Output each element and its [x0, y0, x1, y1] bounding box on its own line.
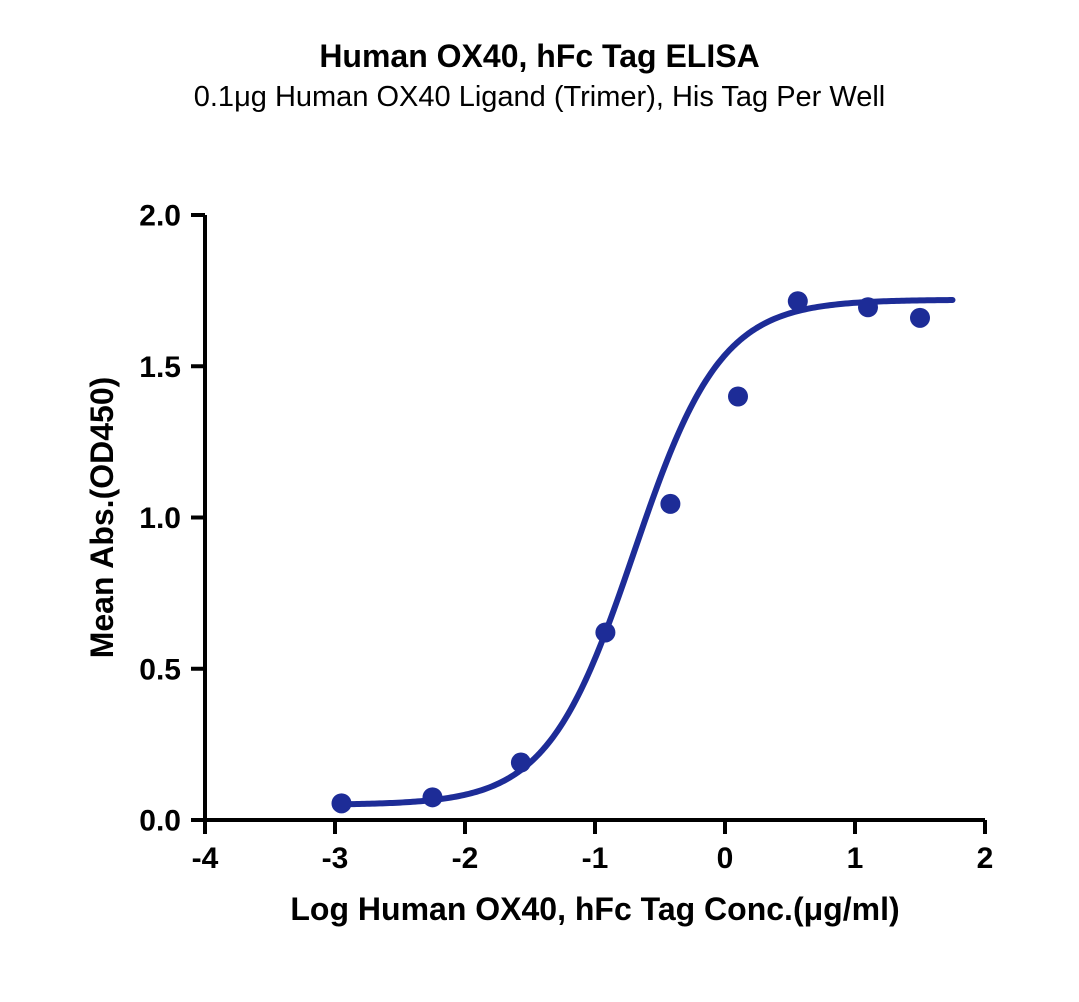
- chart-title: Human OX40, hFc Tag ELISA: [0, 38, 1079, 75]
- data-point: [332, 793, 352, 813]
- y-tick-label: 1.0: [139, 502, 181, 535]
- y-tick-label: 1.5: [139, 351, 181, 384]
- x-tick-label: -2: [452, 842, 479, 875]
- elisa-chart: -4 -3 -2 -1 0 1 2 0.0 0.5 1.0 1.5 2.0 Log Human OX40…: [0, 0, 1079, 1002]
- data-point: [858, 297, 878, 317]
- x-tick-label: 0: [717, 842, 734, 875]
- x-tick-label: -3: [322, 842, 349, 875]
- title-block: Human OX40, hFc Tag ELISA 0.1μg Human OX…: [0, 38, 1079, 114]
- x-axis-label: Log Human OX40, hFc Tag Conc.(μg/ml): [290, 891, 899, 927]
- x-tick-label: -1: [582, 842, 609, 875]
- data-point: [660, 494, 680, 514]
- data-point: [595, 622, 615, 642]
- data-point: [511, 753, 531, 773]
- chart-subtitle: 0.1μg Human OX40 Ligand (Trimer), His Ta…: [0, 81, 1079, 114]
- x-tick-label: 1: [847, 842, 864, 875]
- fitted-curve: [342, 300, 953, 804]
- data-point: [423, 787, 443, 807]
- data-point: [728, 387, 748, 407]
- y-tick-label: 0.0: [139, 805, 181, 838]
- x-tick-label: -4: [192, 842, 219, 875]
- data-point: [788, 291, 808, 311]
- chart-container: Human OX40, hFc Tag ELISA 0.1μg Human OX…: [0, 0, 1079, 1002]
- x-tick-label: 2: [977, 842, 994, 875]
- y-tick-label: 2.0: [139, 200, 181, 233]
- data-point: [910, 308, 930, 328]
- y-axis-label: Mean Abs.(OD450): [84, 377, 120, 659]
- y-tick-label: 0.5: [139, 653, 181, 686]
